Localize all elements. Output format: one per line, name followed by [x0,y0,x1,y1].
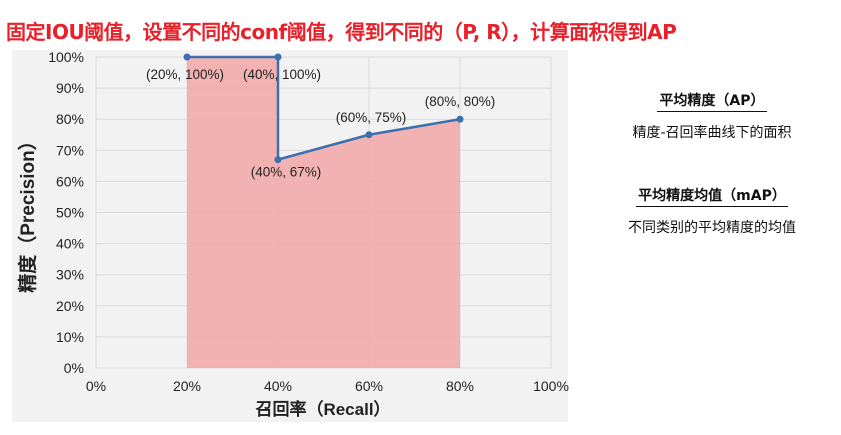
x-tick-label: 0% [86,378,106,394]
data-point [456,115,464,123]
y-tick-label: 50% [56,205,84,221]
y-tick-label: 90% [56,80,84,96]
pr-chart: 0% 10% 20% 30% 40% 50% 60% 70% 80% 90% 100% 0% 20% 40… [0,48,580,431]
y-tick-label: 100% [48,49,84,65]
x-tick-label: 80% [446,378,474,394]
area-fill [187,57,460,368]
y-axis-title: 精度（Precision） [16,131,39,293]
x-tick-label: 20% [173,378,201,394]
y-tick-label: 0% [64,360,84,376]
data-point [365,131,373,139]
ap-description: 精度-召回率曲线下的面积 [632,125,792,141]
map-description: 不同类别的平均精度的均值 [628,220,796,236]
y-tick-label: 80% [56,111,84,127]
ap-term: 平均精度（AP） [657,90,767,112]
data-label: (40%, 67%) [251,165,322,180]
pr-chart-svg: 0% 10% 20% 30% 40% 50% 60% 70% 80% 90% 100% 0% 20% 40… [12,49,569,422]
x-tick-label: 40% [264,378,292,394]
data-point [274,53,282,61]
area-under-curve [187,57,460,368]
tick-labels: 0% 10% 20% 30% 40% 50% 60% 70% 80% 90% 100% 0% 20% 40… [48,49,569,394]
x-axis-title: 召回率（Recall） [255,399,390,419]
y-tick-label: 70% [56,142,84,158]
data-labels: (20%, 100%) (40%, 100%) (40%, 67%) (60%, 75… [146,67,495,180]
y-tick-label: 20% [56,298,84,314]
x-tick-label: 60% [355,378,383,394]
data-point [274,156,282,164]
ap-definition: 平均精度（AP） 精度-召回率曲线下的面积 [588,90,836,142]
y-tick-label: 60% [56,173,84,189]
data-label: (80%, 80%) [425,94,496,109]
x-tick-label: 100% [533,378,569,394]
data-label: (40%, 100%) [243,67,321,82]
y-tick-label: 10% [56,329,84,345]
map-term: 平均精度均值（mAP） [636,185,788,207]
data-label: (60%, 75%) [336,110,407,125]
data-point [183,53,191,61]
map-definition: 平均精度均值（mAP） 不同类别的平均精度的均值 [588,185,836,237]
headline: 固定IOU阈值，设置不同的conf阈值，得到不同的（P, R），计算面积得到AP [6,20,677,44]
series-line [183,53,464,164]
y-tick-label: 40% [56,236,84,252]
y-tick-label: 30% [56,267,84,283]
data-label: (20%, 100%) [146,67,224,82]
